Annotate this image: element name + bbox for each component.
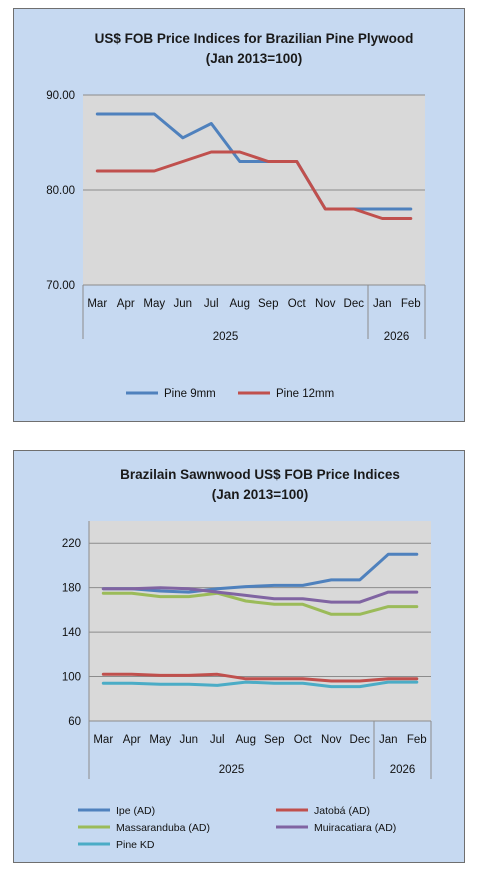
x-tick-label: Aug <box>236 734 256 746</box>
sawnwood-chart-panel: Brazilain Sawnwood US$ FOB Price Indices… <box>13 450 465 863</box>
x-tick-label: Jan <box>373 298 392 310</box>
x-tick-label: Feb <box>407 734 427 746</box>
year-group-label: 2026 <box>384 331 410 343</box>
year-group-label: 2026 <box>390 764 416 776</box>
sawnwood-chart: Brazilain Sawnwood US$ FOB Price Indices… <box>62 467 432 851</box>
x-tick-label: Mar <box>87 298 107 310</box>
series-line <box>101 680 419 689</box>
x-tick-label: Nov <box>321 734 342 746</box>
chart-title: US$ FOB Price Indices for Brazilian Pine… <box>95 31 414 46</box>
y-tick-label: 100 <box>62 672 81 684</box>
x-tick-label: Oct <box>294 734 313 746</box>
chart-subtitle: (Jan 2013=100) <box>212 487 308 502</box>
legend-label: Massaranduba (AD) <box>116 822 210 834</box>
legend-label: Pine 9mm <box>164 388 216 400</box>
x-tick-label: Jul <box>204 298 219 310</box>
series-line <box>101 552 419 594</box>
y-tick-label: 60 <box>68 716 81 728</box>
legend-label: Pine 12mm <box>276 388 334 400</box>
x-tick-label: Aug <box>230 298 250 310</box>
x-tick-label: Oct <box>288 298 307 310</box>
x-tick-label: Dec <box>344 298 365 310</box>
x-tick-label: Jan <box>379 734 398 746</box>
series-line <box>101 586 419 604</box>
chart-title: Brazilain Sawnwood US$ FOB Price Indices <box>120 467 400 482</box>
plot-area <box>89 521 431 721</box>
x-tick-label: Jun <box>179 734 198 746</box>
y-tick-label: 140 <box>62 627 81 639</box>
y-tick-label: 80.00 <box>46 185 75 197</box>
x-tick-label: Dec <box>350 734 371 746</box>
x-tick-label: Nov <box>315 298 336 310</box>
x-tick-label: May <box>149 734 171 746</box>
y-tick-label: 180 <box>62 583 81 595</box>
series-line <box>95 112 413 211</box>
x-tick-label: Jul <box>210 734 225 746</box>
year-group-label: 2025 <box>213 331 239 343</box>
series-line <box>95 150 413 220</box>
y-tick-label: 90.00 <box>46 90 75 102</box>
plywood-chart: US$ FOB Price Indices for Brazilian Pine… <box>46 31 426 400</box>
year-group-label: 2025 <box>219 764 245 776</box>
x-tick-label: Feb <box>401 298 421 310</box>
legend-label: Ipe (AD) <box>116 805 155 817</box>
y-tick-label: 70.00 <box>46 280 75 292</box>
series-line <box>101 672 419 683</box>
chart-subtitle: (Jan 2013=100) <box>206 51 302 66</box>
y-tick-label: 220 <box>62 538 81 550</box>
x-tick-label: May <box>143 298 165 310</box>
series-line <box>101 591 419 616</box>
legend-label: Jatobá (AD) <box>314 805 370 817</box>
legend-label: Pine KD <box>116 839 155 851</box>
plywood-chart-panel: US$ FOB Price Indices for Brazilian Pine… <box>13 8 465 422</box>
x-tick-label: Apr <box>117 298 135 310</box>
x-tick-label: Sep <box>258 298 278 310</box>
legend-label: Muiracatiara (AD) <box>314 822 396 834</box>
x-tick-label: Sep <box>264 734 284 746</box>
x-tick-label: Mar <box>93 734 113 746</box>
x-tick-label: Jun <box>173 298 192 310</box>
x-tick-label: Apr <box>123 734 141 746</box>
